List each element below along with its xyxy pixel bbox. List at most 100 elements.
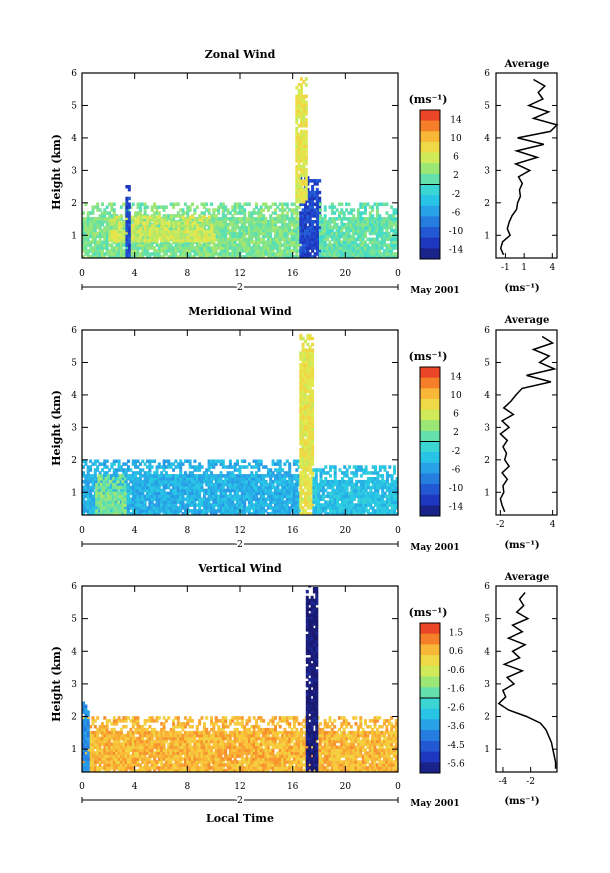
heatmap-cell — [312, 488, 316, 493]
heatmap-cell — [250, 220, 254, 224]
heatmap-cell — [212, 255, 216, 258]
heatmap-cell — [151, 235, 154, 240]
heatmap-cell — [89, 509, 93, 513]
heatmap-cell — [304, 415, 307, 420]
heatmap-cell — [176, 255, 180, 258]
heatmap-cell — [117, 221, 121, 225]
heatmap-cell — [158, 230, 162, 234]
heatmap-cell — [299, 333, 303, 338]
heatmap-cell — [146, 215, 150, 219]
heatmap-cell — [112, 225, 116, 230]
heatmap-cell — [304, 433, 307, 437]
heatmap-cell — [181, 249, 185, 253]
heatmap-cell — [304, 225, 307, 230]
heatmap-cell — [121, 474, 125, 478]
heatmap-cell — [143, 205, 147, 209]
heatmap-cell — [257, 217, 261, 221]
heatmap-cell — [84, 234, 88, 239]
heatmap-cell — [311, 421, 315, 425]
heatmap-cell — [295, 150, 299, 154]
heatmap-cell — [164, 512, 168, 515]
heatmap-cell — [102, 503, 106, 507]
heatmap-cell — [217, 228, 221, 233]
heatmap-cell — [333, 205, 337, 209]
heatmap-cell — [354, 255, 358, 258]
heatmap-cell — [278, 482, 282, 487]
heatmap-cell — [127, 506, 130, 510]
heatmap-cell — [129, 249, 133, 253]
heatmap-cell — [240, 488, 244, 493]
heatmap-cell — [181, 474, 185, 478]
heatmap-cell — [112, 471, 116, 475]
heatmap-cell — [179, 252, 183, 256]
heatmap-cell — [308, 225, 312, 230]
heatmap-cell — [304, 477, 307, 481]
heatmap-cell — [155, 488, 159, 493]
heatmap-cell — [271, 252, 275, 256]
heatmap-cell — [343, 497, 347, 501]
heatmap-cell — [301, 389, 305, 393]
heatmap-cell — [188, 491, 192, 496]
heatmap-cell — [366, 225, 370, 230]
heatmap-cell — [290, 485, 294, 490]
heatmap-cell — [103, 237, 107, 242]
heatmap-cell — [207, 249, 211, 253]
heatmap-cell — [338, 482, 342, 487]
heatmap-cell — [318, 190, 322, 195]
heatmap-cell — [121, 485, 125, 490]
heatmap-cell — [295, 252, 299, 256]
heatmap-cell — [269, 225, 273, 230]
heatmap-cell — [134, 488, 138, 493]
heatmap-cell — [364, 252, 367, 256]
heatmap-cell — [299, 231, 303, 236]
heatmap-cell — [299, 220, 303, 224]
heatmap-cell — [150, 479, 154, 484]
heatmap-cell — [319, 506, 323, 510]
heatmap-cell — [285, 202, 289, 206]
heatmap-cell — [210, 506, 213, 510]
heatmap-cell — [247, 231, 251, 236]
heatmap-cell — [266, 488, 270, 493]
heatmap-cell — [390, 228, 394, 233]
heatmap-cell — [333, 488, 337, 493]
heatmap-cell — [138, 494, 142, 499]
heatmap-cell — [221, 503, 225, 507]
heatmap-cell — [122, 471, 126, 475]
heatmap-cell — [118, 474, 122, 478]
heatmap-cell — [157, 497, 161, 501]
heatmap-cell — [304, 471, 307, 475]
heatmap-cell — [233, 249, 237, 253]
heatmap-cell — [338, 225, 341, 230]
heatmap-cell — [349, 255, 353, 258]
heatmap-cell — [338, 503, 342, 507]
heatmap-cell — [311, 383, 315, 388]
heatmap-cell — [302, 161, 306, 166]
heatmap-cell — [269, 488, 273, 493]
heatmap-cell — [311, 380, 315, 385]
heatmap-cell — [326, 237, 330, 242]
heatmap-cell — [202, 249, 206, 253]
heatmap-cell — [288, 220, 292, 224]
heatmap-cell — [359, 214, 363, 218]
heatmap-cell — [390, 220, 394, 224]
heatmap-cell — [285, 217, 289, 221]
heatmap-cell — [165, 238, 169, 243]
heatmap-cell — [233, 255, 237, 258]
heatmap-cell — [276, 509, 280, 513]
heatmap-cell — [139, 233, 143, 237]
heatmap-cell — [308, 246, 312, 250]
heatmap-cell — [330, 225, 334, 230]
heatmap-cell — [304, 479, 307, 484]
heatmap-cell — [205, 252, 209, 256]
heatmap-cell — [99, 482, 103, 487]
heatmap-cell — [252, 503, 256, 507]
heatmap-cell — [240, 249, 244, 253]
heatmap-cell — [202, 503, 206, 507]
heatmap-cell — [191, 500, 194, 504]
heatmap-cell — [238, 231, 242, 236]
heatmap-cell — [236, 509, 239, 513]
heatmap-cell — [352, 485, 356, 490]
heatmap-cell — [361, 211, 365, 215]
heatmap-cell — [326, 494, 330, 499]
heatmap-cell — [301, 377, 305, 382]
